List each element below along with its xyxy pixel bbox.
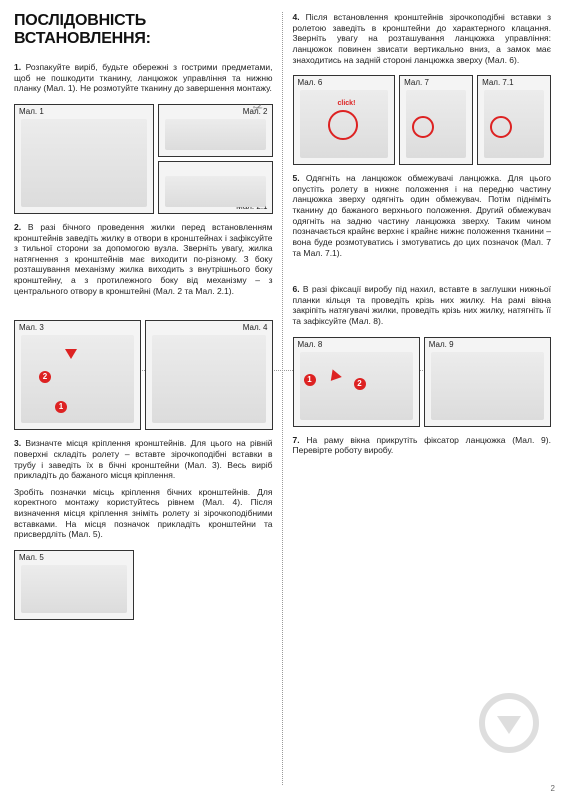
figure-6-highlight-circle <box>328 110 358 140</box>
page-title: ПОСЛІДОВНІСТЬ ВСТАНОВЛЕННЯ: <box>14 12 273 48</box>
step-1-text: 1. Розпакуйте виріб, будьте обережні з г… <box>14 62 273 94</box>
step-5-text: 5. Одягніть на ланцюжок обмежувачі ланцю… <box>293 173 552 258</box>
page-number: 2 <box>551 784 555 793</box>
step-2-body: В разі бічного проведення жилки перед вс… <box>14 222 273 296</box>
figure-1-caption: Мал. 1 <box>19 107 44 116</box>
figure-9: Мал. 9 <box>424 337 551 427</box>
step-7-number: 7. <box>293 435 300 445</box>
step-2-text: 2. В разі бічного проведення жилки перед… <box>14 222 273 296</box>
figure-3-caption: Мал. 3 <box>19 323 44 332</box>
figure-8-badge-1: 1 <box>304 374 316 386</box>
spacer-2 <box>293 264 552 284</box>
vertical-divider <box>282 12 283 785</box>
right-column: 4. Після встановлення кронштейнів зірочк… <box>283 12 552 789</box>
figure-8: Мал. 8 1 2 <box>293 337 420 427</box>
fig-row-6-7: Мал. 6 click! Мал. 7 Мал. 7.1 <box>293 75 552 165</box>
figure-8-caption: Мал. 8 <box>298 340 323 349</box>
step-4-text: 4. Після встановлення кронштейнів зірочк… <box>293 12 552 65</box>
figure-2-1: Мал. 2.1 <box>158 161 273 214</box>
figure-2-stack: Мал. 2 ✂ Мал. 2.1 <box>158 104 273 214</box>
download-watermark-icon <box>479 693 539 753</box>
figure-6: Мал. 6 click! <box>293 75 396 165</box>
instruction-page: ПОСЛІДОВНІСТЬ ВСТАНОВЛЕННЯ: 1. Розпакуйт… <box>0 0 565 799</box>
figure-2: Мал. 2 ✂ <box>158 104 273 157</box>
left-column: ПОСЛІДОВНІСТЬ ВСТАНОВЛЕННЯ: 1. Розпакуйт… <box>14 12 283 789</box>
figure-2-1-illustration <box>165 176 266 207</box>
figure-3: Мал. 3 2 1 <box>14 320 141 430</box>
step-5-body: Одягніть на ланцюжок обмежувачі ланцюжка… <box>293 173 552 257</box>
figure-6-caption: Мал. 6 <box>298 78 323 87</box>
step-6-body: В разі фіксації виробу під нахил, вставт… <box>293 284 552 326</box>
figure-3-illustration <box>21 335 134 423</box>
figure-7-1-caption: Мал. 7.1 <box>482 78 513 87</box>
figure-4-caption: Мал. 4 <box>243 323 268 332</box>
step-1-body: Розпакуйте виріб, будьте обережні з гост… <box>14 62 273 93</box>
figure-1: Мал. 1 <box>14 104 154 214</box>
spacer <box>14 302 273 316</box>
step-5-number: 5. <box>293 173 300 183</box>
download-triangle-icon <box>497 716 521 734</box>
step-7-body: На раму вікна прикрутіть фіксатор ланцюж… <box>293 435 551 456</box>
figure-5-caption: Мал. 5 <box>19 553 44 562</box>
step-3b-text: Зробіть позначки місць кріплення бічних … <box>14 487 273 540</box>
figure-9-illustration <box>431 352 544 420</box>
figure-7-1: Мал. 7.1 <box>477 75 551 165</box>
step-4-body: Після встановлення кронштейнів зірочкопо… <box>293 12 552 65</box>
step-6-text: 6. В разі фіксації виробу під нахил, вст… <box>293 284 552 327</box>
fig-row-5: Мал. 5 <box>14 550 273 620</box>
figure-7: Мал. 7 <box>399 75 473 165</box>
step-7-text: 7. На раму вікна прикрутіть фіксатор лан… <box>293 435 552 456</box>
step-4-number: 4. <box>293 12 300 22</box>
figure-3-arrow-icon <box>65 349 77 359</box>
figure-4-illustration <box>152 335 265 423</box>
step-3b-body: Зробіть позначки місць кріплення бічних … <box>14 487 273 540</box>
figure-9-caption: Мал. 9 <box>429 340 454 349</box>
figure-5: Мал. 5 <box>14 550 134 620</box>
step-1-number: 1. <box>14 62 21 72</box>
fig-row-1-2: Мал. 1 Мал. 2 ✂ Мал. 2.1 <box>14 104 273 214</box>
step-3a-body: Визначте місця кріплення кронштейнів. Дл… <box>14 438 273 480</box>
step-3a-text: 3. Визначте місця кріплення кронштейнів.… <box>14 438 273 481</box>
figure-5-illustration <box>21 565 127 613</box>
figure-1-illustration <box>21 119 147 207</box>
step-2-number: 2. <box>14 222 21 232</box>
figure-8-badge-2: 2 <box>354 378 366 390</box>
figure-4: Мал. 4 <box>145 320 272 430</box>
figure-6-click-label: click! <box>338 100 356 107</box>
figure-2-illustration <box>165 119 266 150</box>
fig-row-8-9: Мал. 8 1 2 Мал. 9 <box>293 337 552 427</box>
figure-7-caption: Мал. 7 <box>404 78 429 87</box>
step-3-number: 3. <box>14 438 21 448</box>
fig-row-3-4: Мал. 3 2 1 Мал. 4 <box>14 320 273 430</box>
step-6-number: 6. <box>293 284 300 294</box>
